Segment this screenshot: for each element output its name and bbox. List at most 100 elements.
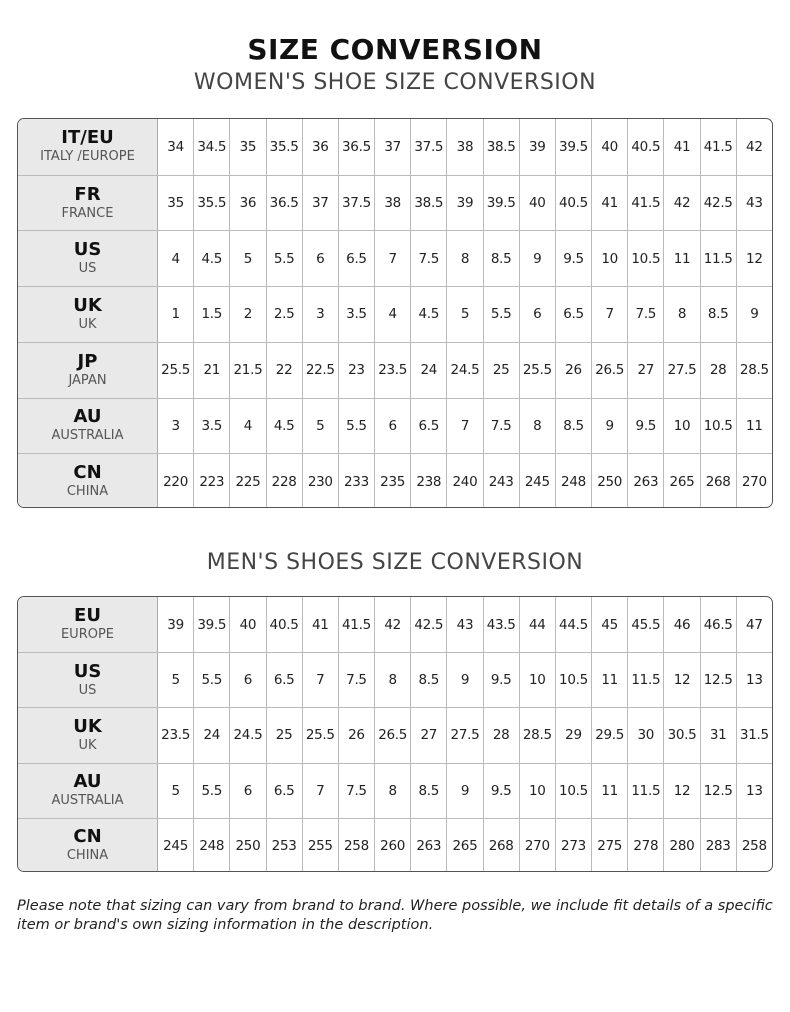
table-row: CN CHINA 245 248 250 253 255 258 260 263 265 268 270… [18,817,772,871]
size-cell: 8 [374,763,410,818]
size-cell: 36 [229,175,265,231]
size-cell: 258 [735,818,772,871]
size-cell: 228 [265,454,302,507]
row-label: AU AUSTRALIA [18,763,158,818]
size-cell: 22 [265,342,302,398]
size-cell: 41 [663,119,699,175]
size-cell: 265 [663,454,699,507]
size-cell: 5 [171,782,180,799]
size-cell: 5.5 [482,287,519,342]
size-cell: 250 [591,454,627,507]
size-cell: 27.5 [663,342,699,398]
size-cell: 42 [735,119,772,175]
size-system-code: CN [73,826,102,848]
size-system-code: US [73,660,102,682]
size-cell: 4.5 [410,287,446,342]
size-cell: 268 [699,454,736,507]
size-system-name: JAPAN [68,372,107,388]
size-cell: 41 [591,175,627,231]
row-label: US US [18,653,158,708]
row-label: UK UK [18,708,158,763]
size-cell: 3 [301,287,338,342]
size-system-code: JP [77,350,98,372]
size-cell: 5 [229,231,265,287]
size-system-code: CN [73,462,102,484]
size-cell: 38 [446,119,482,175]
size-cell: 25 [482,342,519,398]
size-cell: 30 [627,708,663,763]
size-cell: 9 [446,653,482,708]
size-cell: 40 [518,175,555,231]
size-cell: 44 [518,597,555,653]
size-cell: 7 [446,398,482,454]
size-cell: 9.5 [482,763,519,818]
size-cell: 265 [446,818,482,871]
size-cell: 6.5 [337,231,374,287]
size-cell: 40.5 [265,597,302,653]
size-cell: 270 [735,454,772,507]
row-label: EU EUROPE [18,597,158,653]
size-cell: 26 [337,708,374,763]
size-cell: 25.5 [518,342,555,398]
size-cell: 5.5 [337,398,374,454]
size-system-name: UK [78,737,97,753]
size-cell: 27.5 [446,708,482,763]
size-cell: 23.5 [374,342,410,398]
sizing-note: Please note that sizing can vary from br… [17,898,773,933]
size-cell: 9 [446,763,482,818]
row-label: AU AUSTRALIA [18,398,158,454]
size-cell: 42.5 [699,175,736,231]
size-system-name: AUSTRALIA [51,793,124,809]
size-cell: 250 [229,818,265,871]
size-cell: 45.5 [627,597,663,653]
row-label: UK UK [18,287,158,342]
size-cell: 12.5 [699,653,736,708]
size-cell: 2 [229,287,265,342]
size-cell: 11.5 [627,653,663,708]
size-cell: 260 [374,818,410,871]
size-cell: 6 [229,763,265,818]
size-cell: 4 [229,398,265,454]
size-system-code: EU [74,605,101,627]
size-system-name: EUROPE [60,627,115,643]
size-cell: 35 [167,195,184,212]
size-cell: 233 [337,454,374,507]
size-cell: 35.5 [265,119,302,175]
size-cell: 35 [229,119,265,175]
size-system-code: FR [74,183,101,205]
size-cell: 5.5 [193,653,229,708]
size-cell: 245 [518,454,555,507]
size-cell: 4.5 [265,398,302,454]
size-cell: 235 [374,454,410,507]
size-cell: 220 [163,473,189,490]
size-cell: 28 [699,342,736,398]
size-cell: 6 [301,231,338,287]
size-system-code: AU [73,406,102,428]
size-system-name: US [78,682,97,698]
size-cell: 13 [735,763,772,818]
size-cell: 5.5 [193,763,229,818]
size-cell: 23.5 [161,727,191,744]
size-cell: 38 [374,175,410,231]
table-row: JP JAPAN 25.5 21 21.5 22 22.5 23 23.5 24 24.5 25 25.… [18,341,772,398]
size-cell: 5.5 [265,231,302,287]
size-cell: 28 [482,708,519,763]
size-cell: 7 [301,763,338,818]
size-cell: 31.5 [735,708,772,763]
row-label: US US [18,231,158,287]
size-cell: 6.5 [265,653,302,708]
size-cell: 12.5 [699,763,736,818]
size-cell: 9.5 [482,653,519,708]
size-cell: 268 [482,818,519,871]
size-cell: 9.5 [627,398,663,454]
table-row: CN CHINA 220 223 225 228 230 233 235 238 240 243 245… [18,453,772,507]
size-system-name: CHINA [66,484,109,500]
size-cell: 39.5 [482,175,519,231]
size-cell: 253 [265,818,302,871]
size-cell: 223 [193,454,229,507]
size-cell: 4 [171,250,180,267]
size-cell: 8 [446,231,482,287]
size-cell: 9 [735,287,772,342]
size-cell: 248 [193,818,229,871]
table-row: EU EUROPE 39 39.5 40 40.5 41 41.5 42 42.5 43 43.5 44… [18,597,772,653]
